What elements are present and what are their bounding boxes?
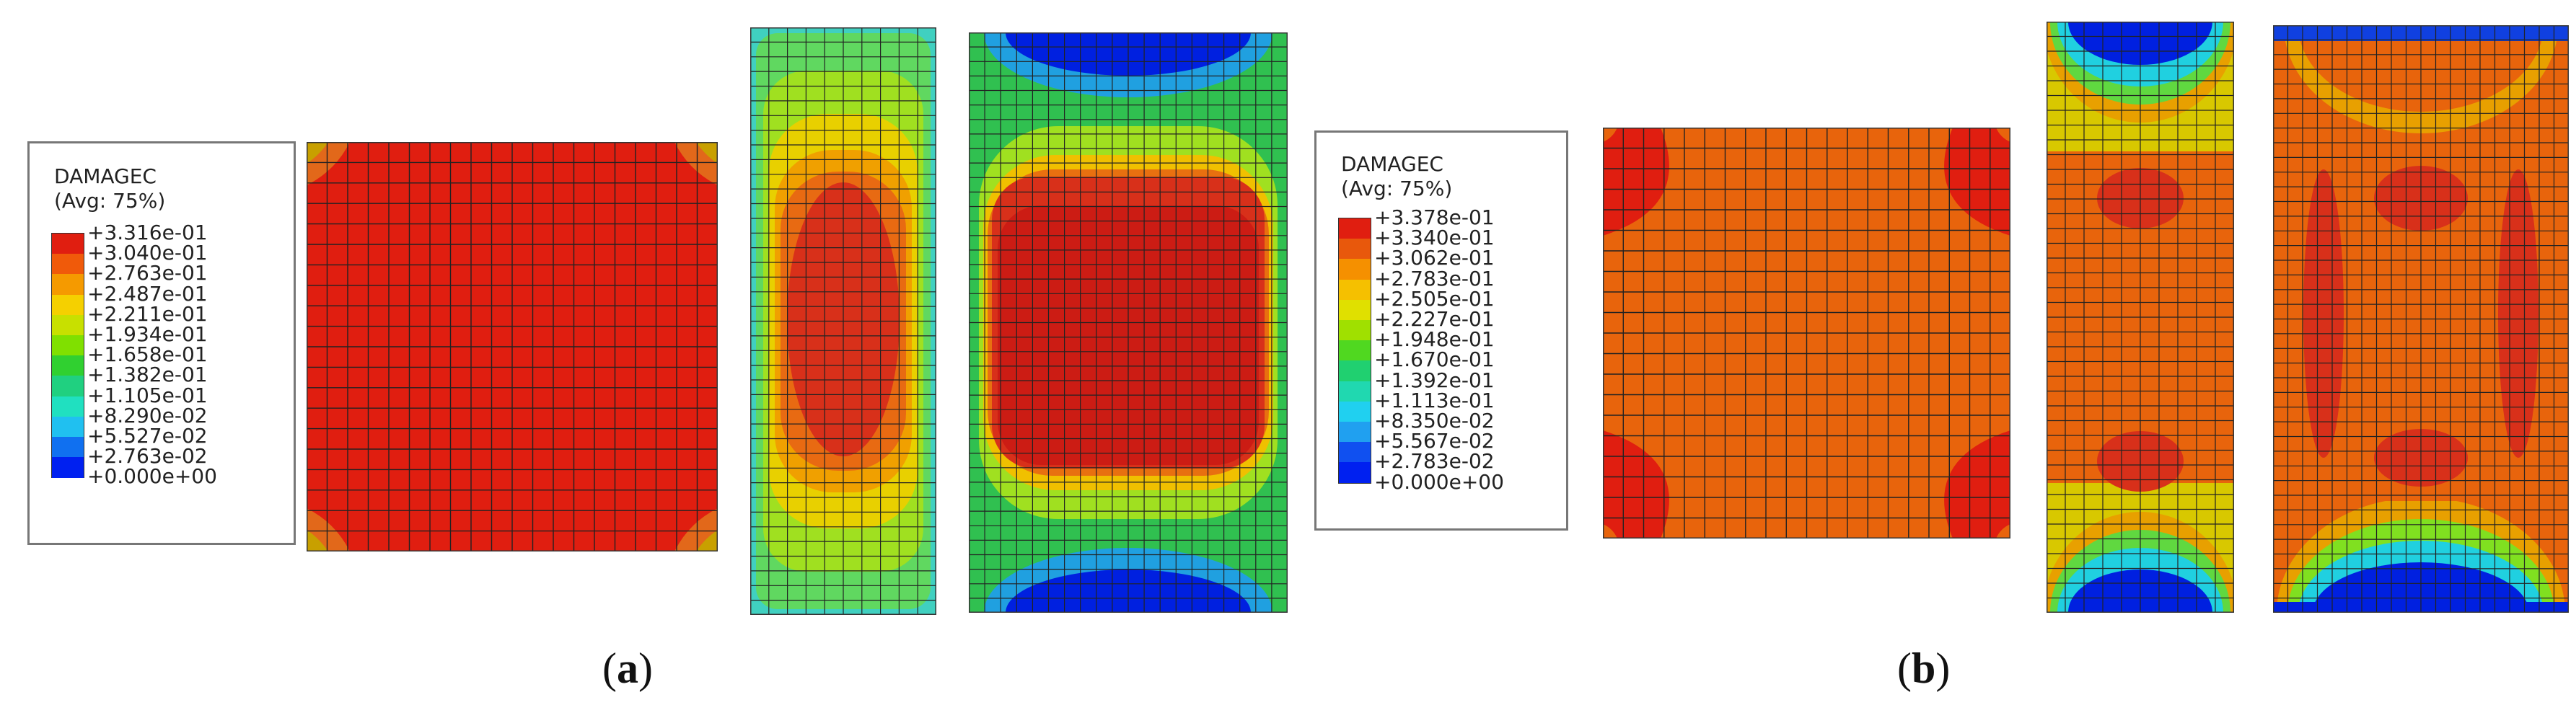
color-swatch [52, 254, 84, 275]
contour-plot-b-deformed-1 [2047, 22, 2234, 613]
legend-a: DAMAGEC (Avg: 75%) +3.316e-01 +3.040e-01 +… [27, 141, 296, 545]
legend-tick-label: +1.948e-01 [1374, 327, 1495, 352]
legend-tick-label: +2.211e-01 [87, 301, 208, 326]
color-swatch [1339, 320, 1371, 341]
color-swatch [52, 314, 84, 336]
legend-tick-label: +2.487e-01 [87, 281, 208, 306]
subfigure-label-b: (b) [1897, 644, 1951, 692]
color-swatch [52, 376, 84, 397]
subfigure-label-a: (a) [602, 644, 653, 692]
legend-tick-label: +2.227e-01 [1374, 307, 1495, 331]
legend-tick-label: +1.392e-01 [1374, 368, 1495, 392]
color-bar [51, 233, 84, 479]
color-swatch [52, 457, 84, 478]
legend-tick-label: +1.382e-01 [87, 363, 208, 387]
contour-plot-a-undeformed [307, 142, 718, 551]
legend-tick-label: +1.670e-01 [1374, 347, 1495, 372]
legend-tick-label: +8.350e-02 [1374, 409, 1495, 433]
legend-subtitle: (Avg: 75%) [1341, 177, 1453, 200]
legend-tick-label: +2.783e-02 [1374, 449, 1495, 474]
panel-b: DAMAGEC (Avg: 75%) +3.378e-01 +3.340e-01 +… [1288, 0, 2576, 718]
color-swatch [52, 335, 84, 356]
panel-a: DAMAGEC (Avg: 75%) +3.316e-01 +3.040e-01 +… [27, 27, 1288, 692]
legend-tick-label: +2.505e-01 [1374, 286, 1495, 311]
color-swatch [1339, 218, 1371, 239]
color-swatch [1339, 259, 1371, 280]
legend-tick-label: +3.040e-01 [87, 241, 208, 265]
color-swatch [1339, 299, 1371, 321]
legend-subtitle: (Avg: 75%) [54, 189, 166, 213]
color-swatch [52, 396, 84, 417]
legend-tick-label: +5.567e-02 [1374, 429, 1495, 453]
color-swatch [52, 355, 84, 376]
color-swatch [52, 294, 84, 316]
color-swatch [1339, 442, 1371, 463]
legend-tick-label: +0.000e+00 [1374, 469, 1504, 494]
legend-tick-label: +1.105e-01 [87, 383, 208, 407]
color-swatch [1339, 360, 1371, 382]
legend-tick-label: +1.658e-01 [87, 342, 208, 367]
legend-tick-label: +2.763e-01 [87, 261, 208, 285]
color-swatch [1339, 239, 1371, 260]
legend-tick-label: +3.316e-01 [87, 221, 208, 244]
color-swatch [52, 437, 84, 458]
color-swatch [1339, 462, 1371, 484]
legend-b: DAMAGEC (Avg: 75%) +3.378e-01 +3.340e-01 +… [1314, 130, 1568, 531]
color-swatch [52, 234, 84, 254]
legend-tick-label: +2.783e-01 [1374, 266, 1495, 291]
contour-plot-b-deformed-2 [2273, 25, 2569, 613]
legend-tick-label: +3.062e-01 [1374, 246, 1495, 270]
legend-tick-label: +2.763e-02 [87, 444, 208, 469]
legend-title: DAMAGEC [54, 164, 157, 188]
color-swatch [1339, 381, 1371, 402]
legend-tick-label: +1.113e-01 [1374, 388, 1495, 412]
color-bar [1338, 218, 1371, 484]
color-swatch [52, 274, 84, 296]
color-swatch [1339, 340, 1371, 361]
color-swatch [1339, 422, 1371, 443]
color-swatch [52, 416, 84, 438]
color-swatch [1339, 279, 1371, 301]
contour-plot-b-undeformed [1603, 128, 2010, 538]
legend-tick-label: +0.000e+00 [87, 464, 217, 489]
legend-tick-label: +1.934e-01 [87, 322, 208, 346]
legend-tick-label: +8.290e-02 [87, 403, 208, 427]
color-swatch [1339, 401, 1371, 422]
legend-title: DAMAGEC [1341, 152, 1443, 176]
legend-tick-label: +3.340e-01 [1374, 226, 1495, 250]
legend-tick-label: +3.378e-01 [1374, 205, 1495, 229]
legend-tick-label: +5.527e-02 [87, 424, 208, 448]
contour-plot-a-deformed-2 [969, 32, 1288, 613]
contour-plot-a-deformed-1 [750, 27, 936, 615]
